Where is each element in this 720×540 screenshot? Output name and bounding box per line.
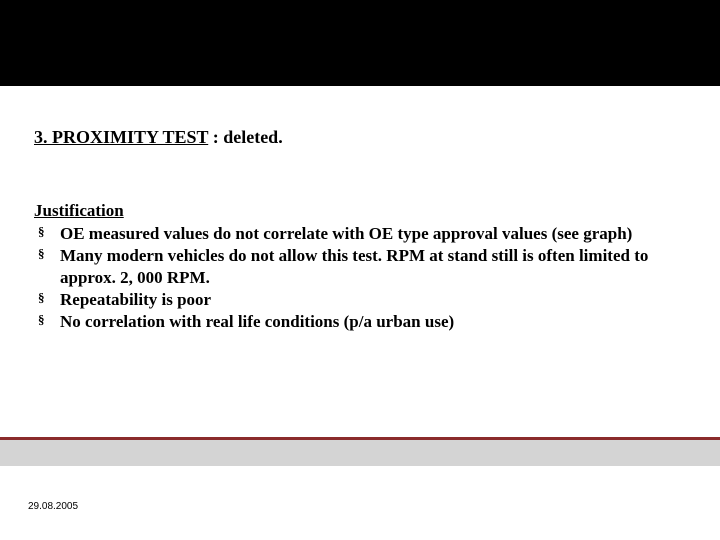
heading-rest: : deleted. [208,127,282,147]
list-item-text: Many modern vehicles do not allow this t… [60,246,648,286]
footer-date: 29.08.2005 [28,501,78,512]
list-item: § Many modern vehicles do not allow this … [34,245,684,288]
justification-heading: Justification [34,201,684,221]
list-item-text: No correlation with real life conditions… [60,312,454,331]
bullet-marker-icon: § [38,290,45,306]
bullet-marker-icon: § [38,312,45,328]
list-item: § No correlation with real life condition… [34,311,684,332]
slide-content: 3. PROXIMITY TEST : deleted. Justificati… [34,127,684,333]
list-item: § OE measured values do not correlate wit… [34,223,684,244]
list-item-text: Repeatability is poor [60,290,211,309]
maroon-divider-line [0,437,720,440]
bottom-gray-band [0,437,720,466]
bullet-marker-icon: § [38,246,45,262]
slide-heading: 3. PROXIMITY TEST : deleted. [34,127,684,148]
list-item: § Repeatability is poor [34,289,684,310]
bullet-marker-icon: § [38,224,45,240]
bullet-list: § OE measured values do not correlate wit… [34,223,684,332]
list-item-text: OE measured values do not correlate with… [60,224,632,243]
heading-underlined: 3. PROXIMITY TEST [34,127,208,147]
top-black-band [0,0,720,86]
